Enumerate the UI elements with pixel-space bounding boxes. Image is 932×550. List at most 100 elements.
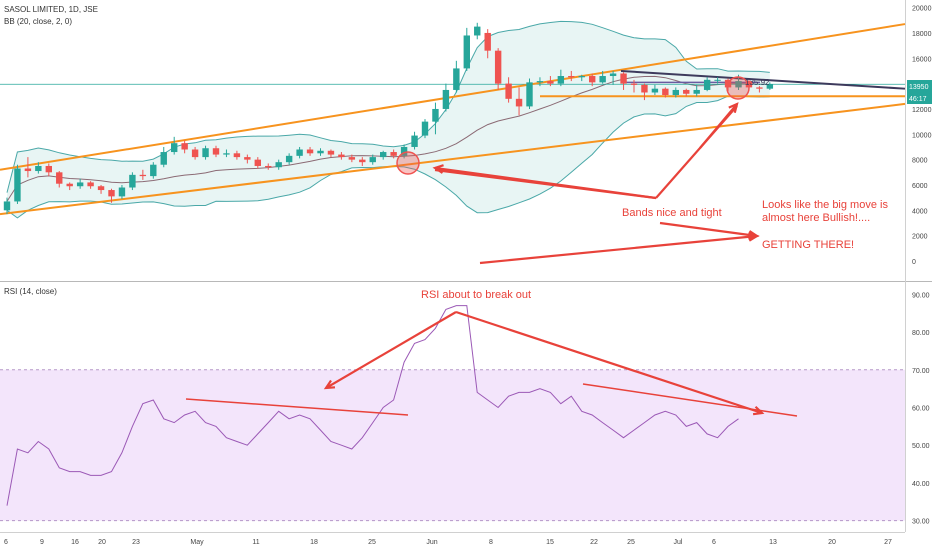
candle-body [536,81,544,83]
candle-body [703,79,711,90]
candle-body [484,32,491,51]
rsi-band-fill [0,369,905,521]
bollinger-fill [7,21,770,218]
candle-body [735,81,742,88]
candle-body [56,172,63,184]
time-tick-label: 6 [712,539,716,546]
rsi-tick-label: 60.00 [912,406,930,413]
channel-lower-line [0,102,906,216]
candle-body [380,152,387,158]
candle-body [505,83,512,99]
candle-body [756,87,763,89]
time-tick-label: 20 [98,539,106,546]
candle-body [400,146,408,156]
last-price-tag: 13950 [909,84,929,91]
arrow-to-squeeze-head [432,164,444,174]
candle-body [609,73,617,77]
candle-body [390,152,397,156]
descending-resistance [620,69,906,90]
candle-body [526,82,533,107]
candle-body [683,89,690,94]
candle-body [547,81,554,84]
time-tick-label: 9 [40,539,44,546]
candle-body [139,174,147,177]
candle-body [3,201,11,211]
countdown-tag-bg [907,92,932,104]
candle-body [160,152,167,165]
candle-body [181,143,188,150]
time-tick-label: 22 [590,539,598,546]
arrow-to-current-head [728,102,739,113]
candle-body [714,79,721,81]
time-tick-label: 18 [310,539,318,546]
rsi-panel [0,305,905,522]
candle-body [327,150,335,155]
line-value-label: 135.92 [745,78,770,87]
rsi-tick-label: 90.00 [912,292,930,299]
time-tick-label: Jul [674,539,683,546]
candle-body [599,76,606,83]
arrow-to-squeeze [434,166,657,200]
rsi-tick-label: 70.00 [912,368,930,375]
candle-body [442,89,450,109]
arrow-bullish-upper [659,221,758,238]
candle-body [108,190,115,197]
candle-body [265,165,272,168]
candle-body [463,35,470,69]
arrow-rsi-right-head [752,405,765,416]
candle-body [202,148,209,158]
time-tick-label: 20 [828,539,836,546]
candle-body [129,174,136,188]
price-tick-label: 0 [912,259,916,266]
candle-body [359,159,366,163]
candle-body [191,149,199,158]
candle-body [24,168,32,172]
channel-upper-line [0,23,906,171]
last-price-tag-bg [907,80,932,92]
candle-body [693,89,700,94]
candle-body [171,143,178,153]
candle-body [87,182,94,187]
time-tick-label: 25 [368,539,376,546]
candle-body [212,148,220,155]
chart-background [0,0,932,533]
axes: 0200040006000800010000120001400016000180… [4,6,932,546]
rsi-trendline-2 [582,383,798,417]
time-tick-label: 11 [252,539,259,546]
candle-body [557,76,565,84]
time-tick-label: 15 [546,539,554,546]
price-tick-label: 18000 [912,31,932,38]
candle-body [630,83,638,85]
price-tick-label: 8000 [912,158,928,165]
time-tick-label: 25 [627,539,635,546]
annotation-rsi-break: RSI about to break out [421,289,532,301]
candle-body [453,68,460,90]
time-tick-label: 8 [489,539,493,546]
candle-body [515,98,523,107]
annotation-getting-there: GETTING THERE! [762,239,855,251]
rsi-tick-label: 50.00 [912,443,930,450]
candle-body [432,108,439,122]
highlight-circle-current [726,76,750,100]
candle-body [150,164,157,177]
rsi-tick-label: 40.00 [912,481,930,488]
arrow-to-current [699,103,738,149]
rsi-tick-label: 80.00 [912,330,930,337]
highlight-circle-squeeze [396,151,420,175]
annotation-bands-tight: Bands nice and tight [622,207,722,219]
rsi-trendline-1 [185,398,409,416]
candle-body [285,155,293,163]
candle-body [14,168,21,202]
candle-body [494,50,502,84]
time-tick-label: 6 [4,539,8,546]
annotation-bullish-line-2: almost here Bullish!.... [762,212,871,224]
candle-body [306,149,314,154]
candle-body [275,162,282,168]
candle-body [35,165,42,172]
annotation-bullish-line-1: Looks like the big move is [762,199,888,211]
candle-body [589,76,596,83]
candle-body [66,183,73,187]
annotation-arrows [323,102,765,416]
time-tick-label: 13 [769,539,777,546]
